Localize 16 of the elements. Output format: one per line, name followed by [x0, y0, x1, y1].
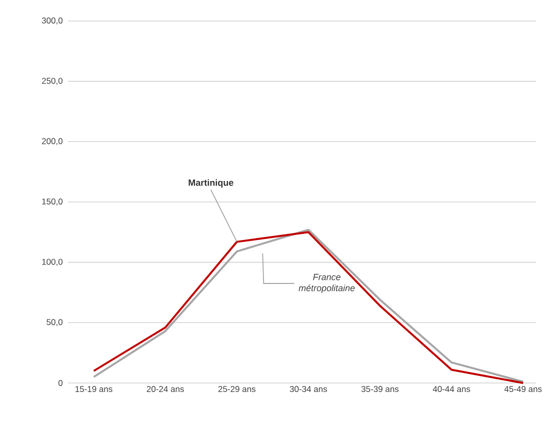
y-tick-label: 300,0	[42, 17, 62, 25]
series-label: France métropolitaine	[298, 274, 355, 293]
x-tick-label: 35-39 ans	[361, 386, 399, 392]
x-tick-label: 45-49 ans	[504, 386, 542, 392]
y-tick-label: 100,0	[42, 258, 62, 266]
y-tick-label: 0	[58, 380, 63, 386]
y-tick-label: 200,0	[42, 138, 62, 146]
text: Martinique	[188, 179, 234, 188]
x-tick-label: 20-24 ans	[146, 386, 184, 392]
x-tick-label: 25-29 ans	[218, 386, 256, 392]
y-tick-label: 250,0	[42, 78, 62, 85]
y-tick-label: 50,0	[46, 319, 62, 326]
x-tick-label: 30-34 ans	[290, 386, 328, 392]
x-tick-label: 15-19 ans	[76, 386, 112, 392]
y-tick-label: 150,0	[42, 198, 62, 206]
x-tick-label: 40-44 ans	[432, 386, 470, 392]
